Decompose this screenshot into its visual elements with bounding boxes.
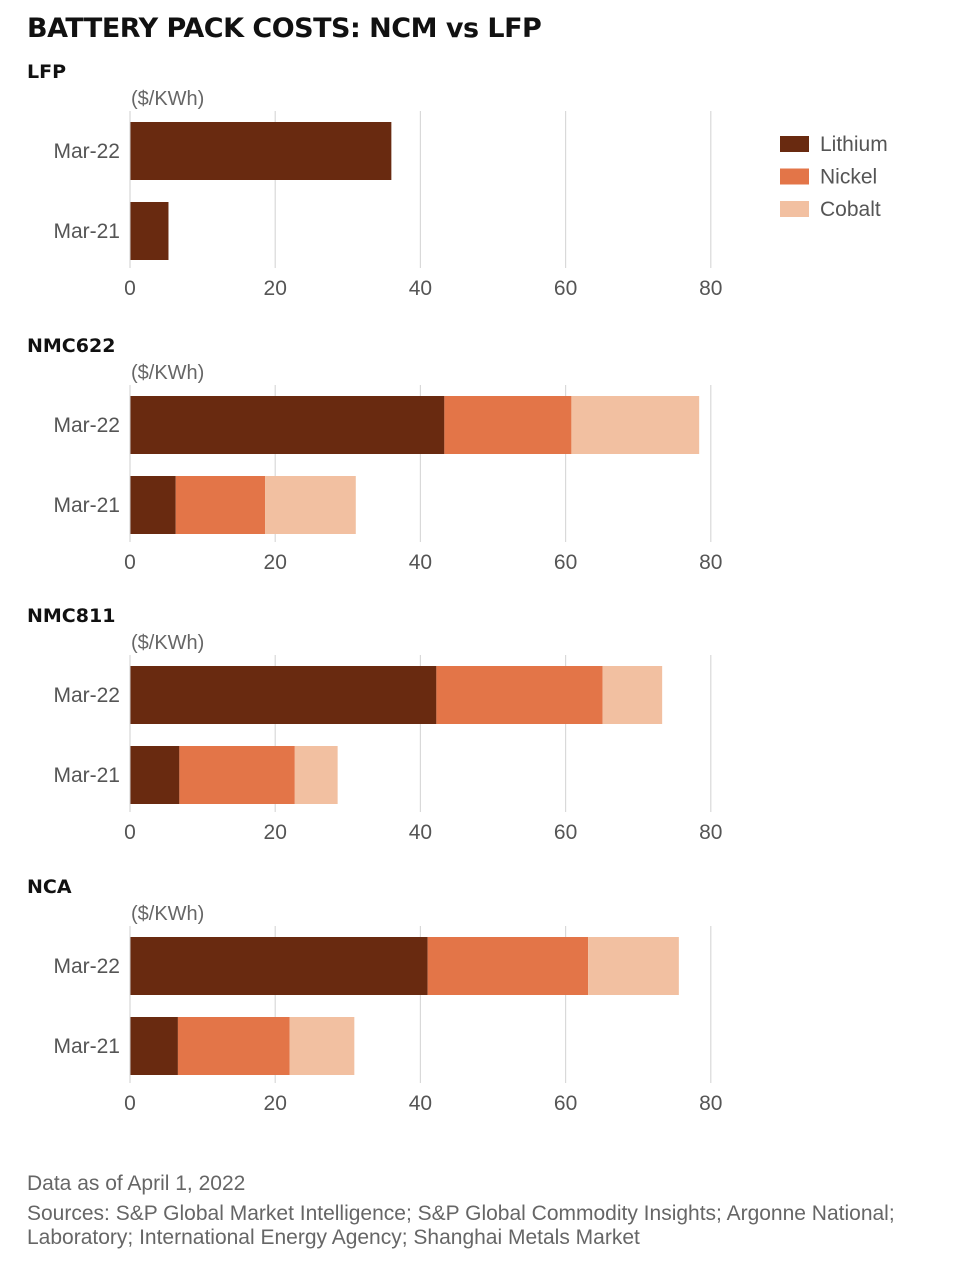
unit-label: ($/KWh) <box>131 88 204 110</box>
bar-lithium-mar-22 <box>130 122 392 180</box>
bar-nickel-mar-22 <box>436 666 603 724</box>
bar-cobalt-mar-22 <box>571 396 700 454</box>
legend-label-lithium: Lithium <box>820 133 888 156</box>
tick-label: 40 <box>409 1092 432 1115</box>
tick-label: 40 <box>409 551 432 574</box>
tick-label: 40 <box>409 821 432 844</box>
bar-lithium-mar-21 <box>130 746 180 804</box>
bar-nickel-mar-21 <box>175 476 266 534</box>
unit-label: ($/KWh) <box>131 362 204 384</box>
tick-label: 20 <box>264 1092 287 1115</box>
tick-label: 0 <box>124 277 136 300</box>
bar-cobalt-mar-21 <box>294 746 338 804</box>
unit-label: ($/KWh) <box>131 632 204 654</box>
bar-lithium-mar-21 <box>130 1017 178 1075</box>
bar-cobalt-mar-21 <box>265 476 356 534</box>
sources-note: Sources: S&P Global Market Intelligence;… <box>27 1202 895 1249</box>
tick-label: 0 <box>124 821 136 844</box>
legend-label-cobalt: Cobalt <box>820 198 881 221</box>
legend-swatch-nickel <box>780 168 809 185</box>
bar-lithium-mar-22 <box>130 937 428 995</box>
bar-nickel-mar-21 <box>179 746 295 804</box>
panel-title: NCA <box>27 876 72 898</box>
panel-title: NMC811 <box>27 605 115 627</box>
tick-label: 20 <box>264 821 287 844</box>
bar-cobalt-mar-21 <box>289 1017 355 1075</box>
bar-cobalt-mar-22 <box>602 666 663 724</box>
tick-label: 80 <box>699 277 722 300</box>
bar-lithium-mar-22 <box>130 666 437 724</box>
tick-label: 0 <box>124 1092 136 1115</box>
data-date-note: Data as of April 1, 2022 <box>27 1172 246 1195</box>
panel-nmc811: NMC811 ($/KWh) Mar-22 Mar-21 0 20 40 60 80 <box>27 605 722 844</box>
panel-nmc622: NMC622 ($/KWh) Mar-22 Mar-21 0 20 40 60 80 <box>27 335 722 574</box>
tick-label: 60 <box>554 1092 577 1115</box>
legend-swatch-cobalt <box>780 201 809 217</box>
legend-label-nickel: Nickel <box>820 166 877 189</box>
tick-label: 0 <box>124 551 136 574</box>
chart-panels: LFP ($/KWh) Mar-22 Mar-21 0 20 40 60 80 NMC622 ($/… <box>27 61 722 1115</box>
tick-label: 20 <box>264 277 287 300</box>
tick-label: 60 <box>554 277 577 300</box>
panel-lfp: LFP ($/KWh) Mar-22 Mar-21 0 20 40 60 80 <box>27 61 722 300</box>
panel-nca: NCA ($/KWh) Mar-22 Mar-21 0 20 40 60 80 <box>27 876 722 1115</box>
chart-title: BATTERY PACK COSTS: NCM vs LFP <box>27 13 541 44</box>
battery-cost-chart: BATTERY PACK COSTS: NCM vs LFP LFP ($/KWh… <box>27 13 888 1115</box>
tick-label: 80 <box>699 1092 722 1115</box>
unit-label: ($/KWh) <box>131 903 204 925</box>
bar-lithium-mar-21 <box>130 476 176 534</box>
category-label: Mar-21 <box>53 494 120 517</box>
tick-label: 40 <box>409 277 432 300</box>
legend: Lithium Nickel Cobalt <box>780 133 888 221</box>
panel-title: LFP <box>27 61 66 83</box>
bar-cobalt-mar-22 <box>588 937 679 995</box>
bar-nickel-mar-22 <box>427 937 589 995</box>
tick-label: 80 <box>699 551 722 574</box>
category-label: Mar-22 <box>53 684 120 707</box>
category-label: Mar-21 <box>53 1035 120 1058</box>
panel-title: NMC622 <box>27 335 115 357</box>
tick-label: 20 <box>264 551 287 574</box>
bar-lithium-mar-21 <box>130 202 169 260</box>
category-label: Mar-22 <box>53 140 120 163</box>
category-label: Mar-21 <box>53 220 120 243</box>
bar-nickel-mar-22 <box>444 396 572 454</box>
bar-nickel-mar-21 <box>177 1017 290 1075</box>
tick-label: 60 <box>554 551 577 574</box>
category-label: Mar-22 <box>53 955 120 978</box>
bar-lithium-mar-22 <box>130 396 445 454</box>
legend-swatch-lithium <box>780 136 809 152</box>
category-label: Mar-22 <box>53 414 120 437</box>
tick-label: 80 <box>699 821 722 844</box>
tick-label: 60 <box>554 821 577 844</box>
category-label: Mar-21 <box>53 764 120 787</box>
